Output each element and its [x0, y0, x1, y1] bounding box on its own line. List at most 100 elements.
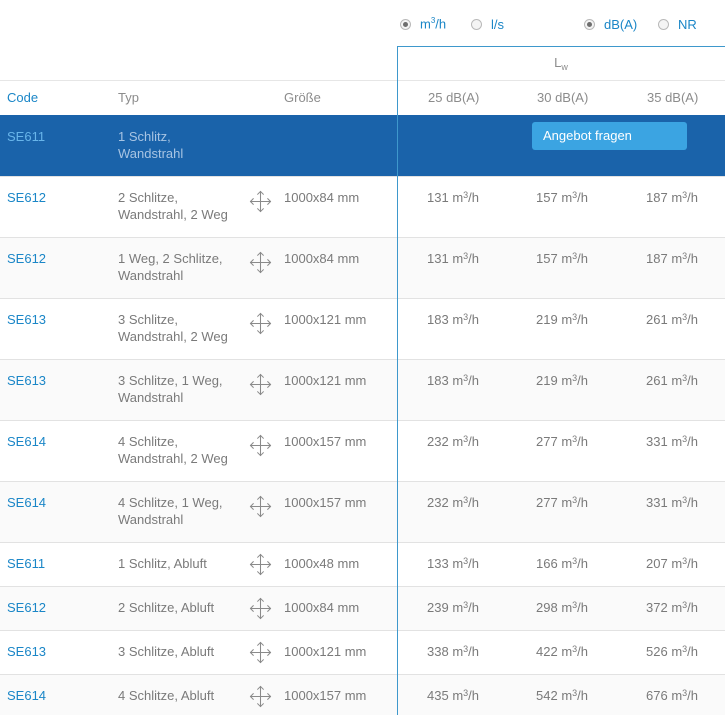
move-arrows-icon [249, 190, 272, 213]
move-arrows-icon [249, 373, 272, 396]
row-value-35: 187 m3/h [646, 190, 699, 205]
row-typ: 3 Schlitze, 1 Weg, Wandstrahl [118, 373, 223, 405]
row-value-35: 526 m3/h [646, 644, 699, 659]
table-row[interactable]: SE613 3 Schlitze, Abluft 1000x121 mm 338 m3… [0, 630, 725, 674]
row-value-35: 187 m3/h [646, 251, 699, 266]
header-col-35: 35 dB(A) [647, 90, 699, 105]
row-typ: 2 Schlitze, Wandstrahl, 2 Weg [118, 190, 228, 222]
row-value-25: 338 m3/h [427, 644, 480, 659]
row-code[interactable]: SE614 [7, 434, 47, 449]
row-value-30: 219 m3/h [536, 312, 589, 327]
row-typ: 3 Schlitze, Wandstrahl, 2 Weg [118, 312, 228, 344]
row-value-25: 133 m3/h [427, 556, 480, 571]
row-typ: 1 Schlitz, Wandstrahl [118, 129, 184, 161]
row-code[interactable]: SE614 [7, 495, 47, 510]
table-row[interactable]: SE612 2 Schlitze, Abluft 1000x84 mm 239 m3/… [0, 586, 725, 630]
row-code[interactable]: SE612 [7, 600, 47, 615]
row-value-25: 435 m3/h [427, 688, 480, 703]
radio-flow-m3h[interactable]: m3/h [400, 16, 446, 32]
radio-unchecked-icon [658, 18, 669, 30]
table-row[interactable]: SE614 4 Schlitze, Wandstrahl, 2 Weg 1000x15… [0, 420, 725, 481]
row-size: 1000x157 mm [284, 495, 367, 510]
row-typ: 4 Schlitze, Abluft [118, 688, 215, 703]
table-row[interactable]: SE612 2 Schlitze, Wandstrahl, 2 Weg 1000x84… [0, 176, 725, 237]
row-value-25: 131 m3/h [427, 251, 480, 266]
row-value-25: 232 m3/h [427, 495, 480, 510]
row-size: 1000x121 mm [284, 373, 367, 388]
lw-label: Lw [554, 55, 568, 72]
row-typ: 4 Schlitze, 1 Weg, Wandstrahl [118, 495, 223, 527]
row-value-30: 157 m3/h [536, 251, 589, 266]
radio-label: l/s [491, 16, 504, 32]
row-value-30: 542 m3/h [536, 688, 589, 703]
table-row[interactable]: SE613 3 Schlitze, Wandstrahl, 2 Weg 1000x12… [0, 298, 725, 359]
row-size: 1000x84 mm [284, 190, 360, 205]
row-value-30: 219 m3/h [536, 373, 589, 388]
radio-level-nr[interactable]: NR [658, 16, 697, 32]
row-value-30: 422 m3/h [536, 644, 589, 659]
row-value-35: 676 m3/h [646, 688, 699, 703]
header-code[interactable]: Code [7, 90, 39, 105]
unit-selector-bar: m3/h l/s dB(A) NR [0, 0, 725, 46]
row-value-35: 261 m3/h [646, 373, 699, 388]
row-size: 1000x84 mm [284, 600, 360, 615]
row-code[interactable]: SE612 [7, 190, 47, 205]
header-groesse: Größe [284, 90, 321, 105]
radio-flow-ls[interactable]: l/s [471, 16, 504, 32]
radio-unchecked-icon [471, 18, 482, 30]
header-col-30: 30 dB(A) [537, 90, 589, 105]
row-value-35: 207 m3/h [646, 556, 699, 571]
radio-label: m3/h [420, 16, 447, 32]
row-typ: 1 Weg, 2 Schlitze, Wandstrahl [118, 251, 223, 283]
row-value-30: 277 m3/h [536, 495, 589, 510]
row-typ: 4 Schlitze, Wandstrahl, 2 Weg [118, 434, 228, 466]
row-size: 1000x121 mm [284, 312, 367, 327]
row-typ: 3 Schlitze, Abluft [118, 644, 215, 659]
row-code[interactable]: SE611 [7, 556, 46, 571]
radio-level-dba[interactable]: dB(A) [584, 16, 637, 32]
move-arrows-icon [249, 685, 272, 708]
request-quote-button[interactable]: Angebot fragen [532, 122, 687, 150]
row-value-25: 239 m3/h [427, 600, 480, 615]
row-code[interactable]: SE611 [7, 129, 46, 144]
table-row[interactable]: SE611 1 Schlitz, Abluft 1000x48 mm 133 m3/h… [0, 542, 725, 586]
move-arrows-icon [249, 597, 272, 620]
row-typ: 2 Schlitze, Abluft [118, 600, 215, 615]
table-row-selected[interactable]: SE611 1 Schlitz, Wandstrahl Angebot frage… [0, 115, 725, 176]
row-value-30: 277 m3/h [536, 434, 589, 449]
table-header: Code Typ Größe 25 dB(A) 30 dB(A) 35 dB(A… [0, 80, 725, 114]
row-size: 1000x84 mm [284, 251, 360, 266]
row-size: 1000x48 mm [284, 556, 360, 571]
row-value-35: 331 m3/h [646, 495, 699, 510]
row-value-25: 232 m3/h [427, 434, 480, 449]
row-code[interactable]: SE614 [7, 688, 47, 703]
header-col-25: 25 dB(A) [428, 90, 480, 105]
row-size: 1000x157 mm [284, 688, 367, 703]
header-typ: Typ [118, 90, 139, 105]
move-arrows-icon [249, 553, 272, 576]
row-code[interactable]: SE613 [7, 644, 47, 659]
move-arrows-icon [249, 495, 272, 518]
row-code[interactable]: SE613 [7, 373, 47, 388]
row-value-25: 131 m3/h [427, 190, 480, 205]
row-size: 1000x121 mm [284, 644, 367, 659]
row-size: 1000x157 mm [284, 434, 367, 449]
radio-checked-icon [400, 18, 411, 30]
table-row[interactable]: SE613 3 Schlitze, 1 Weg, Wandstrahl 1000x12… [0, 359, 725, 420]
radio-label: NR [678, 16, 697, 32]
move-arrows-icon [249, 434, 272, 457]
table-row[interactable]: SE614 4 Schlitze, Abluft 1000x157 mm 435 m3… [0, 674, 725, 715]
move-arrows-icon [249, 312, 272, 335]
row-value-35: 372 m3/h [646, 600, 699, 615]
row-code[interactable]: SE613 [7, 312, 47, 327]
row-value-35: 261 m3/h [646, 312, 699, 327]
move-arrows-icon [249, 251, 272, 274]
lw-column-frame [397, 46, 725, 715]
table-row[interactable]: SE612 1 Weg, 2 Schlitze, Wandstrahl 1000x84… [0, 237, 725, 298]
table-row[interactable]: SE614 4 Schlitze, 1 Weg, Wandstrahl 1000x15… [0, 481, 725, 542]
row-value-35: 331 m3/h [646, 434, 699, 449]
row-value-30: 298 m3/h [536, 600, 589, 615]
row-value-30: 157 m3/h [536, 190, 589, 205]
row-value-25: 183 m3/h [427, 373, 480, 388]
row-code[interactable]: SE612 [7, 251, 47, 266]
